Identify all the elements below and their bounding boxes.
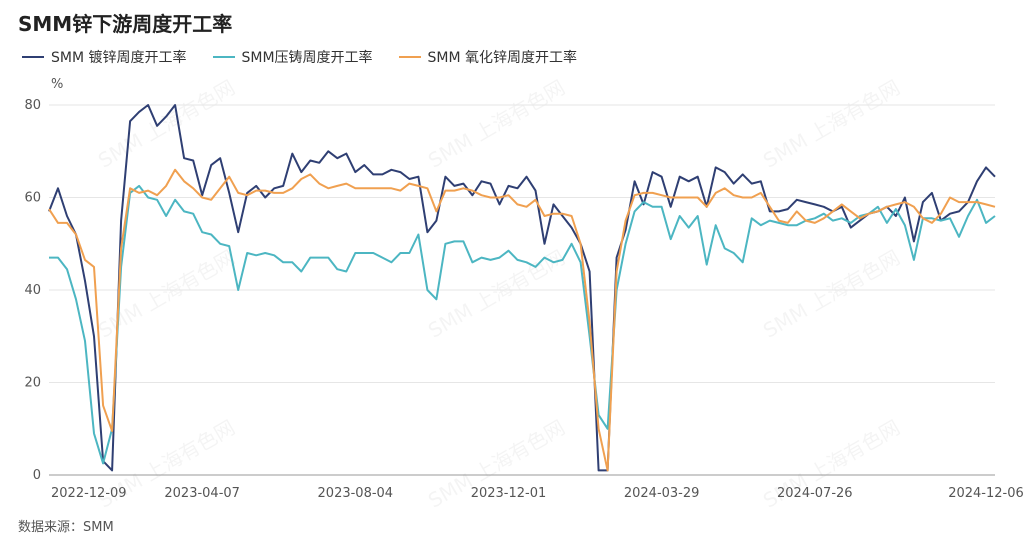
legend-item-2[interactable]: SMM 氧化锌周度开工率: [398, 47, 578, 67]
legend-swatch: [22, 56, 44, 58]
legend-swatch: [212, 56, 235, 58]
watermark-3: SMM 上海有色网: [94, 245, 239, 343]
y-axis-unit: %: [51, 77, 63, 92]
x-tick-label: 2024-03-29: [624, 486, 700, 501]
series-line-1: [49, 184, 996, 465]
legend-swatch: [398, 56, 421, 58]
y-tick-label: 20: [24, 376, 41, 391]
series-line-2: [48, 168, 996, 472]
watermark-layer: SMM 上海有色网 SMM 上海有色网 SMM 上海有色网 SMM 上海有色网 SMM …: [94, 75, 904, 513]
legend-label: SMM 氧化锌周度开工率: [427, 50, 578, 66]
source-note: 数据来源：SMM: [18, 520, 114, 535]
legend-item-0[interactable]: SMM 镀锌周度开工率: [22, 47, 187, 67]
y-tick-label: 60: [24, 191, 41, 206]
y-tick-label: 0: [33, 468, 41, 483]
watermark-1: SMM 上海有色网: [424, 75, 569, 173]
grid-layer: 0 20 40 60 80%: [24, 77, 995, 483]
series-layer: [48, 104, 996, 472]
legend-label: SMM压铸周度开工率: [241, 50, 373, 66]
watermark-2: SMM 上海有色网: [759, 75, 904, 173]
x-tick-label: 2022-12-09: [51, 486, 127, 501]
x-tick-label: 2024-12-06: [948, 486, 1024, 501]
legend-label: SMM 镀锌周度开工率: [51, 50, 187, 66]
x-tick-label: 2023-12-01: [471, 486, 547, 501]
x-tick-label: 2023-08-04: [318, 486, 394, 501]
y-tick-label: 40: [24, 283, 41, 298]
y-tick-label: 80: [24, 98, 41, 113]
watermark-5: SMM 上海有色网: [759, 245, 904, 343]
legend: SMM 镀锌周度开工率 SMM压铸周度开工率 SMM 氧化锌周度开工率: [22, 46, 603, 68]
x-tick-label: 2024-07-26: [777, 486, 853, 501]
chart-title: SMM锌下游周度开工率: [18, 12, 233, 36]
watermark-0: SMM 上海有色网: [94, 75, 239, 173]
axis-layer: 2022-12-09 2023-04-07 2023-08-04 2023-12-01…: [51, 486, 1024, 501]
legend-item-1[interactable]: SMM压铸周度开工率: [212, 47, 373, 67]
x-tick-label: 2023-04-07: [164, 486, 240, 501]
